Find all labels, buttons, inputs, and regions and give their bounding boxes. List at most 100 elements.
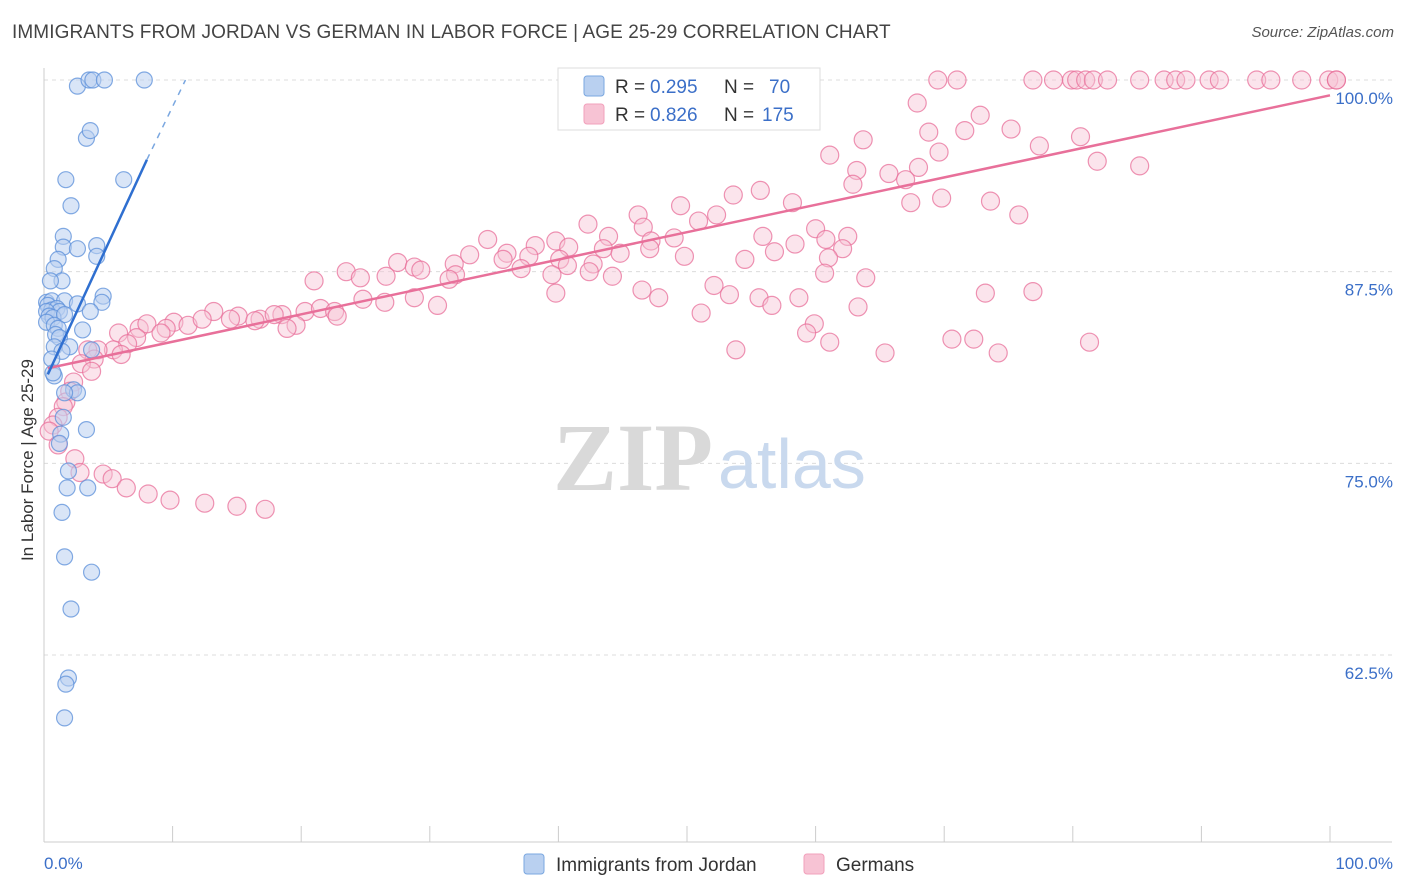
germans-point-78	[735, 249, 755, 269]
germans-point-22	[970, 105, 990, 125]
germans-point-47	[706, 205, 727, 225]
germans-point-57	[838, 226, 858, 246]
bottom-legend-swatch-germans	[803, 853, 825, 875]
germans-point-20	[1326, 70, 1347, 90]
germans-point-26	[1070, 127, 1091, 147]
jordan-point-43	[82, 341, 101, 359]
germans-point-148	[81, 361, 102, 381]
jordan-point-55	[58, 479, 76, 497]
germans-point-87	[336, 262, 356, 282]
germans-point-138	[245, 311, 265, 331]
germans-point-34	[879, 163, 899, 184]
germans-point-72	[460, 245, 480, 265]
germans-point-58	[753, 226, 773, 246]
y-tick-label-2: 87.5%	[1345, 281, 1393, 300]
jordan-point-3	[95, 71, 114, 89]
germans-point-116	[988, 343, 1008, 363]
germans-point-0	[928, 70, 948, 90]
germans-point-29	[929, 142, 949, 162]
germans-point-162	[138, 484, 158, 504]
germans-point-88	[439, 269, 459, 289]
germans-point-32	[1130, 156, 1150, 176]
y-tick-label-0: 62.5%	[1345, 664, 1393, 683]
jordan-point-53	[77, 421, 96, 439]
source-label: Source: ZipAtlas.com	[1251, 24, 1394, 41]
bottom-legend-germans: Germans	[836, 855, 914, 876]
germans-point-68	[610, 243, 630, 263]
germans-point-33	[908, 157, 929, 177]
germans-point-91	[304, 271, 324, 291]
germans-point-4	[1061, 70, 1082, 90]
germans-point-101	[975, 283, 995, 303]
germans-point-41	[980, 191, 1001, 211]
series-jordan-points	[37, 71, 153, 727]
germans-point-164	[195, 493, 215, 513]
jordan-point-6	[81, 122, 99, 140]
jordan-point-58	[55, 548, 74, 566]
germans-point-93	[546, 283, 566, 303]
watermark: ZIP atlas	[553, 404, 866, 511]
jordan-point-49	[55, 384, 74, 402]
jordan-point-4	[135, 71, 153, 89]
germans-point-27	[853, 130, 873, 150]
germans-point-98	[719, 285, 740, 305]
germans-point-52	[598, 226, 619, 246]
legend-swatch-jordan	[583, 75, 605, 97]
germans-point-8	[1097, 70, 1118, 90]
watermark-zip: ZIP	[553, 404, 713, 511]
germans-point-115	[875, 343, 895, 363]
germans-point-126	[204, 301, 224, 322]
germans-point-69	[674, 246, 695, 266]
germans-point-118	[1023, 282, 1043, 302]
legend-n-value-1: 70	[769, 77, 790, 98]
y-tick-label-1: 75.0%	[1345, 472, 1393, 491]
germans-point-92	[704, 275, 724, 296]
germans-point-23	[1001, 119, 1021, 139]
germans-point-24	[955, 121, 975, 141]
jordan-point-13	[68, 240, 87, 258]
series-germans-points	[39, 70, 1347, 519]
legend-n-label-1: N =	[724, 77, 754, 98]
germans-point-117	[1079, 332, 1100, 352]
legend: R = 0.295 N = 70 R = 0.826 N = 175	[557, 67, 821, 131]
germans-point-163	[160, 490, 180, 510]
germans-point-86	[411, 260, 431, 280]
germans-point-7	[1083, 70, 1103, 90]
jordan-point-37	[73, 321, 92, 339]
germans-point-130	[220, 309, 241, 329]
germans-point-39	[723, 185, 743, 205]
germans-point-40	[932, 188, 952, 208]
germans-point-30	[820, 145, 840, 165]
germans-point-60	[478, 229, 498, 250]
germans-point-102	[632, 280, 652, 300]
germans-point-100	[856, 268, 876, 288]
chart-title: IMMIGRANTS FROM JORDAN VS GERMAN IN LABO…	[12, 22, 891, 43]
x-tick-labels: 0.0% 100.0%	[44, 854, 1393, 873]
germans-point-21	[907, 93, 927, 113]
germans-point-71	[818, 248, 839, 268]
germans-point-18	[1319, 70, 1339, 90]
germans-point-159	[93, 464, 113, 484]
germans-point-37	[843, 174, 863, 194]
jordan-point-8	[115, 171, 133, 189]
germans-point-3	[1043, 70, 1064, 90]
legend-n-value-2: 175	[762, 105, 794, 126]
jordan-trend-extension	[146, 79, 187, 161]
jordan-trend-line	[46, 159, 149, 375]
jordan-point-52	[50, 434, 69, 452]
germans-point-134	[137, 314, 157, 334]
jordan-point-30	[81, 302, 99, 321]
germans-point-1	[947, 70, 967, 90]
germans-point-13	[1199, 70, 1219, 90]
germans-point-45	[1009, 205, 1029, 225]
germans-point-107	[848, 297, 868, 317]
legend-r-value-2: 0.826	[650, 105, 698, 126]
bottom-legend-swatch-jordan	[523, 853, 545, 875]
germans-point-62	[833, 239, 853, 259]
jordan-point-59	[82, 563, 101, 581]
germans-point-73	[493, 249, 513, 269]
germans-point-108	[691, 303, 711, 323]
germans-point-127	[164, 312, 184, 332]
germans-point-128	[178, 315, 198, 335]
